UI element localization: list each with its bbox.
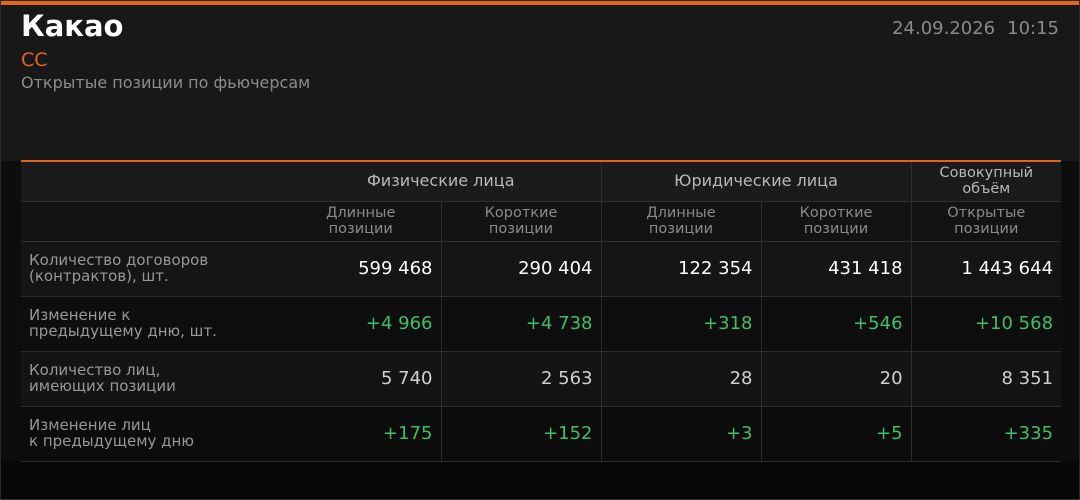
cell-value: 122 354 <box>600 241 762 297</box>
row-label: Количество договоров (контрактов), шт. <box>21 241 281 297</box>
group-header: Совокупный объём <box>910 161 1062 202</box>
ticker-code: CC <box>21 49 48 71</box>
cell-value: 599 468 <box>281 241 441 297</box>
date: 24.09.2026 <box>892 18 996 39</box>
row-label: Изменение к предыдущему дню, шт. <box>21 296 281 352</box>
data-row: Количество договоров (контрактов), шт. 59… <box>21 241 1062 297</box>
cell-value: 2 563 <box>440 351 602 407</box>
group-header: Юридические лица <box>600 161 912 202</box>
cell-value: +175 <box>281 406 441 462</box>
cell-value: +546 <box>760 296 912 352</box>
header-cell <box>21 161 281 202</box>
column-header: Длинные позиции <box>600 201 762 242</box>
column-header: Длинные позиции <box>281 201 441 242</box>
cell-value: +152 <box>440 406 602 462</box>
timestamp: 24.09.2026 10:15 <box>892 18 1059 39</box>
positions-table: Физические лица Юридические лица Совокупны… <box>21 160 1062 462</box>
column-header: Короткие позиции <box>440 201 602 242</box>
cell-value: 28 <box>600 351 762 407</box>
cell-value: +4 966 <box>281 296 441 352</box>
time: 10:15 <box>1007 18 1059 39</box>
cell-value: 290 404 <box>440 241 602 297</box>
cell-value: +318 <box>600 296 762 352</box>
cell-value: 8 351 <box>910 351 1062 407</box>
title: Какао <box>21 9 124 43</box>
row-label: Изменение лиц к предыдущему дню <box>21 406 281 462</box>
group-header: Физические лица <box>281 161 602 202</box>
column-header-row: Длинные позиции Короткие позиции Длинные п… <box>21 201 1062 242</box>
cell-value: +3 <box>600 406 762 462</box>
column-header: Открытые позиции <box>910 201 1062 242</box>
cell-value: +5 <box>760 406 912 462</box>
data-row: Изменение к предыдущему дню, шт. +4 966 +4… <box>21 296 1062 352</box>
group-header-row: Физические лица Юридические лица Совокупны… <box>21 161 1062 202</box>
row-label: Количество лиц, имеющих позиции <box>21 351 281 407</box>
data-row: Количество лиц, имеющих позиции 5 740 2 56… <box>21 351 1062 407</box>
cell-value: 5 740 <box>281 351 441 407</box>
column-header: Короткие позиции <box>760 201 912 242</box>
cell-value: +10 568 <box>910 296 1062 352</box>
cell-value: 20 <box>760 351 912 407</box>
subtitle: Открытые позиции по фьючерсам <box>21 73 311 92</box>
cell-value: 1 443 644 <box>910 241 1062 297</box>
data-row: Изменение лиц к предыдущему дню +175 +152 +… <box>21 406 1062 462</box>
cell-value: +4 738 <box>440 296 602 352</box>
cell-value: +335 <box>910 406 1062 462</box>
header-cell <box>21 201 281 242</box>
cell-value: 431 418 <box>760 241 912 297</box>
header-panel <box>1 1 1079 161</box>
